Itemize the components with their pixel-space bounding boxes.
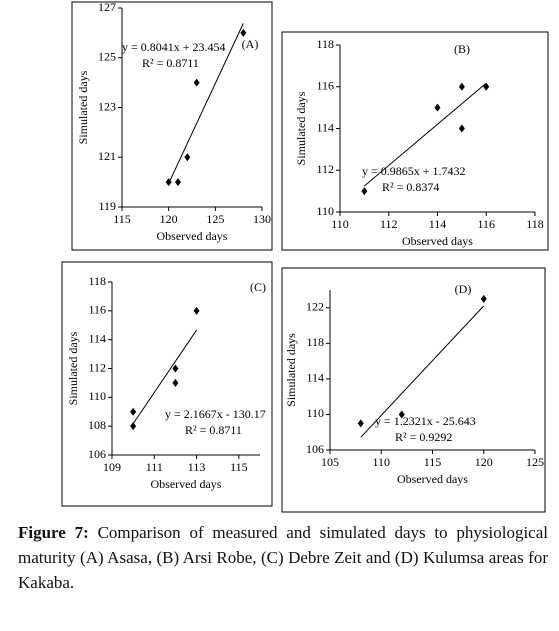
y-tick-label: 119 — [98, 199, 116, 213]
point — [165, 178, 172, 187]
y-tick-label: 106 — [88, 447, 106, 461]
panel-frame — [281, 31, 549, 251]
point — [193, 306, 200, 315]
y-tick-label: 118 — [306, 335, 324, 349]
y-tick-label: 108 — [88, 418, 106, 432]
y-tick-label: 118 — [88, 274, 106, 288]
trend-line — [364, 82, 487, 187]
panel-frame — [281, 267, 546, 513]
x-axis-label: Observed days — [157, 229, 228, 243]
trend-line — [360, 305, 485, 438]
y-tick-label: 116 — [316, 79, 334, 93]
y-tick-label: 114 — [88, 331, 106, 345]
equation: R² = 0.8374 — [382, 180, 439, 194]
x-tick-label: 115 — [230, 460, 248, 474]
y-tick-label: 112 — [88, 360, 106, 374]
panel-label: (B) — [454, 42, 470, 56]
y-tick-label: 106 — [306, 442, 324, 456]
trend-line — [168, 23, 244, 184]
point — [240, 28, 247, 37]
equation: R² = 0.9292 — [395, 430, 452, 444]
x-tick-label: 110 — [331, 217, 349, 231]
caption-label: Figure 7: — [18, 523, 89, 542]
point — [357, 419, 364, 428]
y-axis-label: Simulated days — [76, 70, 90, 144]
y-tick-label: 112 — [316, 162, 334, 176]
panel-frame — [61, 261, 273, 507]
panel-label: (C) — [250, 280, 266, 294]
equation: R² = 0.8711 — [142, 56, 199, 70]
y-tick-label: 121 — [98, 149, 116, 163]
x-tick-label: 105 — [321, 455, 339, 469]
x-tick-label: 120 — [475, 455, 493, 469]
x-tick-label: 125 — [206, 212, 224, 226]
point — [480, 294, 487, 303]
y-tick-label: 114 — [306, 371, 324, 385]
x-tick-label: 112 — [380, 217, 398, 231]
caption: Figure 7: Comparison of measured and sim… — [18, 520, 548, 595]
point — [130, 422, 137, 431]
point — [458, 124, 465, 133]
x-axis-label: Observed days — [402, 234, 473, 248]
y-tick-label: 110 — [316, 204, 334, 218]
y-tick-label: 110 — [88, 389, 106, 403]
panel-label: (A) — [242, 37, 259, 51]
equation: y = 0.9865x + 1.7432 — [362, 164, 466, 178]
point — [458, 82, 465, 91]
point — [184, 153, 191, 162]
x-tick-label: 120 — [160, 212, 178, 226]
x-tick-label: 113 — [188, 460, 206, 474]
y-axis-label: Simulated days — [66, 331, 80, 405]
x-tick-label: 115 — [424, 455, 442, 469]
x-axis-label: Observed days — [151, 477, 222, 491]
panel-label: (D) — [455, 282, 472, 296]
caption-text: Comparison of measured and simulated day… — [18, 523, 548, 592]
y-tick-label: 127 — [98, 0, 116, 14]
point — [483, 82, 490, 91]
x-tick-label: 118 — [526, 217, 544, 231]
x-tick-label: 116 — [477, 217, 495, 231]
y-tick-label: 118 — [316, 37, 334, 51]
y-tick-label: 123 — [98, 99, 116, 113]
trend-line — [132, 329, 197, 425]
point — [398, 410, 405, 419]
y-tick-label: 125 — [98, 50, 116, 64]
point — [193, 78, 200, 87]
x-tick-label: 114 — [429, 217, 447, 231]
equation: y = 0.8041x + 23.454 — [122, 40, 226, 54]
figure: 115 120 125 130 119 121 123 125 127 Observed days… — [61, 0, 549, 513]
x-tick-label: 115 — [113, 212, 131, 226]
x-tick-label: 130 — [253, 212, 271, 226]
equation: y = 2.1667x - 130.17 — [165, 407, 266, 421]
point — [172, 378, 179, 387]
y-tick-label: 114 — [316, 120, 334, 134]
y-tick-label: 110 — [306, 406, 324, 420]
x-axis-label: Observed days — [397, 472, 468, 486]
x-tick-label: 125 — [526, 455, 544, 469]
x-tick-label: 111 — [146, 460, 163, 474]
point — [175, 178, 181, 187]
point — [172, 364, 179, 373]
panel-frame — [71, 1, 273, 251]
y-tick-label: 122 — [306, 300, 324, 314]
point — [130, 407, 137, 416]
point — [434, 103, 441, 112]
x-tick-label: 110 — [372, 455, 390, 469]
equation: R² = 0.8711 — [185, 423, 242, 437]
y-axis-label: Simulated days — [294, 91, 308, 165]
point — [361, 187, 368, 196]
equation: y = 1.2321x - 25.643 — [375, 414, 476, 428]
x-tick-label: 109 — [103, 460, 121, 474]
y-axis-label: Simulated days — [284, 333, 298, 407]
y-tick-label: 116 — [88, 303, 106, 317]
